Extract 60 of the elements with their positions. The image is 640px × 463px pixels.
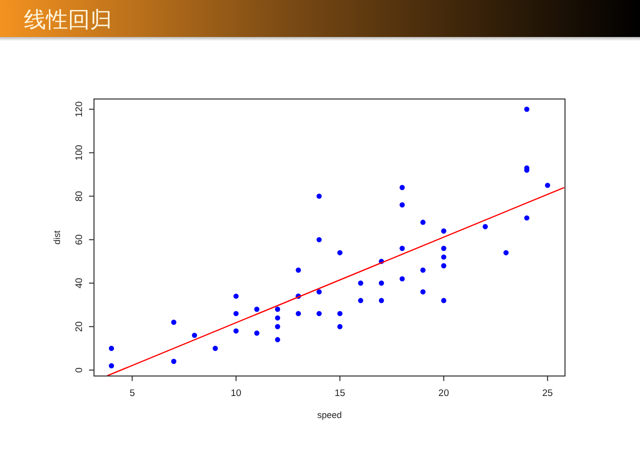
point xyxy=(296,310,301,316)
point xyxy=(400,246,405,251)
point xyxy=(503,250,509,256)
point xyxy=(171,320,176,325)
point xyxy=(420,220,426,225)
x-tick-label: 10 xyxy=(230,388,242,399)
point xyxy=(358,280,364,286)
x-axis-title: speed xyxy=(317,410,342,420)
point xyxy=(108,363,114,368)
point xyxy=(274,324,280,330)
point xyxy=(400,276,405,282)
point xyxy=(274,337,280,342)
point xyxy=(233,310,239,316)
y-tick-label: 80 xyxy=(74,190,85,202)
point xyxy=(337,250,342,256)
point xyxy=(254,306,260,312)
point xyxy=(441,298,446,304)
point xyxy=(233,294,239,299)
y-tick-label: 40 xyxy=(74,278,85,288)
point xyxy=(337,310,342,316)
point xyxy=(400,202,405,208)
point xyxy=(524,106,530,112)
point xyxy=(420,289,426,294)
point xyxy=(441,228,446,234)
x-tick-label: 25 xyxy=(542,388,553,399)
y-tick-label: 20 xyxy=(74,321,85,332)
point xyxy=(316,289,322,294)
point xyxy=(254,330,260,336)
chart-title: 线性回归 xyxy=(24,8,112,33)
point xyxy=(296,268,301,273)
point xyxy=(337,324,342,330)
y-tick-label: 0 xyxy=(74,367,85,373)
point xyxy=(378,298,384,304)
point xyxy=(212,346,218,351)
point xyxy=(316,310,322,316)
point xyxy=(108,346,114,351)
point xyxy=(544,182,550,188)
x-tick-label: 20 xyxy=(438,388,450,399)
point xyxy=(233,328,239,334)
point xyxy=(316,194,322,199)
point xyxy=(441,263,446,268)
y-axis-title: dist xyxy=(52,230,62,245)
y-tick-label: 60 xyxy=(74,234,85,245)
y-tick-label: 120 xyxy=(74,101,85,118)
point xyxy=(358,298,364,304)
point xyxy=(316,237,322,242)
point xyxy=(378,280,384,286)
point xyxy=(192,332,198,338)
y-tick-label: 100 xyxy=(74,144,85,161)
point xyxy=(441,246,446,251)
x-tick-label: 5 xyxy=(130,388,135,399)
point xyxy=(441,254,446,260)
point xyxy=(274,306,280,312)
point xyxy=(420,268,426,273)
x-tick-label: 15 xyxy=(334,388,346,399)
point xyxy=(171,358,176,364)
point xyxy=(524,215,530,221)
point xyxy=(400,184,405,190)
point xyxy=(274,315,280,321)
point xyxy=(482,224,488,230)
